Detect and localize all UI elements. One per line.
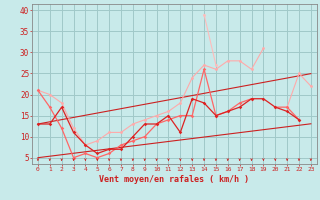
X-axis label: Vent moyen/en rafales ( km/h ): Vent moyen/en rafales ( km/h ) bbox=[100, 175, 249, 184]
